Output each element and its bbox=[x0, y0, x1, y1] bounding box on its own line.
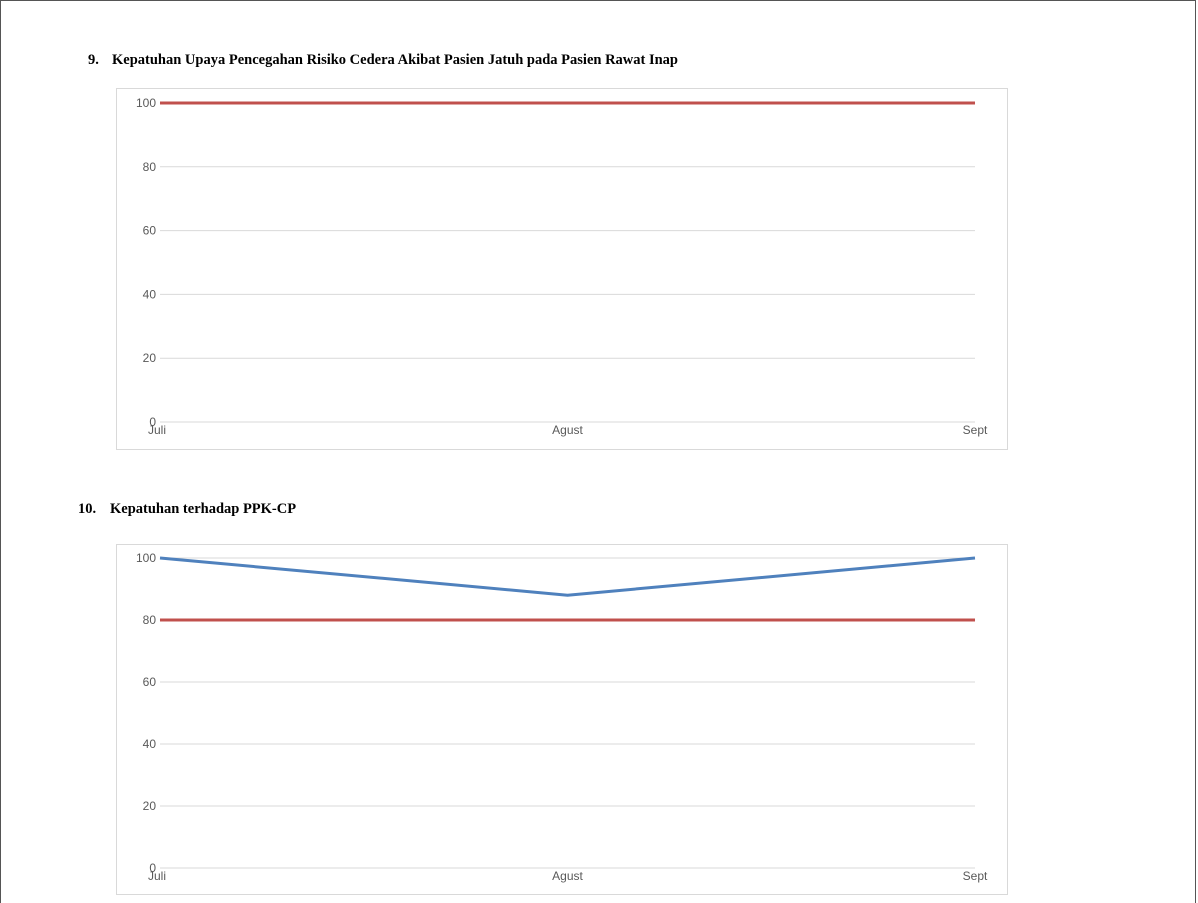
x-tick-label: Juli bbox=[148, 869, 166, 883]
chart-kepatuhan-pasien-jatuh: 0 20 40 60 80 100 Juli Agust Sept bbox=[116, 88, 1008, 450]
y-tick-label: 80 bbox=[143, 160, 157, 174]
section-number: 9. bbox=[88, 52, 99, 68]
y-tick-label: 80 bbox=[143, 613, 157, 627]
x-tick-label: Agust bbox=[552, 423, 583, 437]
y-tick-label: 40 bbox=[143, 737, 157, 751]
y-tick-label: 20 bbox=[143, 799, 157, 813]
section-title: Kepatuhan terhadap PPK-CP bbox=[110, 501, 297, 517]
section-heading-10: 10. Kepatuhan terhadap PPK-CP bbox=[78, 501, 296, 518]
x-tick-label: Agust bbox=[552, 869, 583, 883]
series-line-1 bbox=[159, 556, 976, 597]
y-tick-label: 0 bbox=[149, 861, 156, 875]
y-tick-label: 100 bbox=[136, 551, 156, 565]
y-tick-label: 0 bbox=[149, 415, 156, 429]
y-tick-label: 60 bbox=[143, 224, 157, 238]
y-tick-label: 40 bbox=[143, 287, 157, 301]
chart-kepatuhan-ppk-cp: 0 20 40 60 80 100 Juli Agust Sept bbox=[116, 544, 1008, 895]
section-number: 10. bbox=[78, 501, 97, 517]
chart-svg: 0 20 40 60 80 100 Juli Agust Sept bbox=[136, 96, 988, 437]
section-heading-9: 9. Kepatuhan Upaya Pencegahan Risiko Cede… bbox=[88, 52, 678, 69]
x-tick-label: Juli bbox=[148, 423, 166, 437]
chart-svg: 0 20 40 60 80 100 Juli Agust Sept bbox=[136, 551, 988, 883]
y-tick-label: 20 bbox=[143, 351, 157, 365]
x-tick-label: Sept bbox=[963, 423, 988, 437]
y-tick-label: 60 bbox=[143, 675, 157, 689]
x-tick-label: Sept bbox=[963, 869, 988, 883]
y-tick-label: 100 bbox=[136, 96, 156, 110]
section-title: Kepatuhan Upaya Pencegahan Risiko Cedera… bbox=[112, 52, 678, 68]
